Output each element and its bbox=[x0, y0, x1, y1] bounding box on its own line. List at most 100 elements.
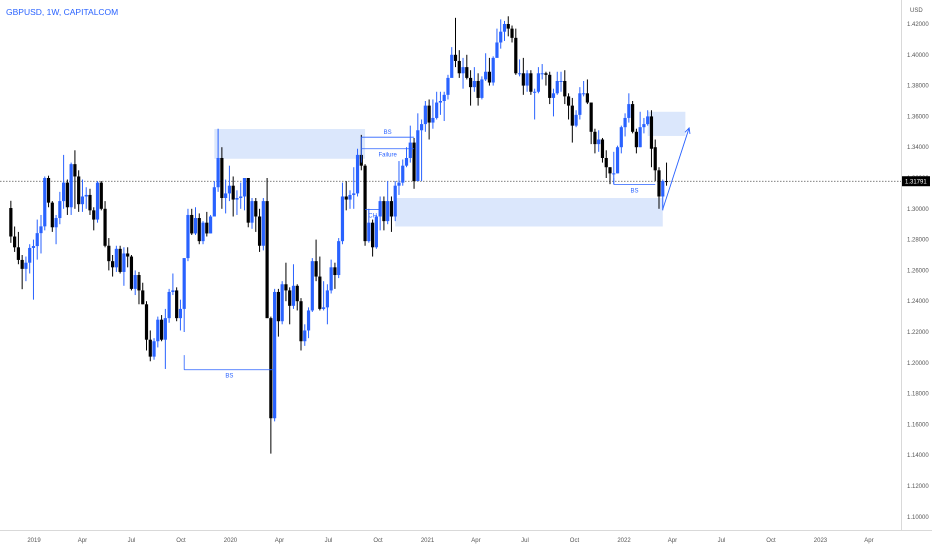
candle bbox=[284, 262, 288, 302]
candle-body bbox=[231, 185, 235, 200]
candle bbox=[638, 111, 642, 148]
candle-body bbox=[205, 222, 209, 234]
candle-body bbox=[615, 147, 620, 174]
candle-body bbox=[159, 319, 164, 340]
candle bbox=[16, 231, 20, 265]
candle-body bbox=[393, 185, 397, 217]
candle-body bbox=[382, 201, 386, 222]
candle bbox=[386, 181, 390, 225]
candle bbox=[397, 161, 401, 195]
candle bbox=[58, 191, 62, 225]
candle bbox=[442, 91, 446, 122]
candle-body bbox=[495, 42, 499, 58]
candle-body bbox=[190, 214, 194, 234]
x-tick-label: Apr bbox=[864, 538, 873, 544]
candle-body bbox=[43, 178, 47, 227]
candle-body bbox=[276, 291, 280, 322]
candle-body bbox=[657, 170, 661, 197]
candle bbox=[80, 179, 85, 212]
x-tick-label: Jul bbox=[521, 538, 529, 544]
chart-title: GBPUSD, 1W, CAPITALCOM bbox=[6, 7, 119, 17]
x-axis[interactable]: 2019 Apr Jul Oct 2020 Apr Jul Oct 2021 Apr Jul Oct 2… bbox=[27, 538, 873, 544]
candle bbox=[416, 113, 420, 182]
candle-body bbox=[239, 196, 243, 199]
candle bbox=[31, 239, 36, 300]
y-tick-label: 1.16000 bbox=[907, 422, 929, 428]
candle-body bbox=[337, 241, 341, 276]
candle-body bbox=[69, 164, 73, 208]
candle bbox=[435, 91, 439, 120]
candle bbox=[220, 147, 224, 209]
x-tick-label: Oct bbox=[176, 538, 186, 544]
x-tick-label: Apr bbox=[275, 538, 284, 544]
candle bbox=[28, 244, 32, 274]
candle bbox=[468, 70, 473, 106]
candle-body bbox=[506, 24, 510, 29]
candle-body bbox=[450, 54, 454, 78]
candle bbox=[578, 87, 582, 120]
candle bbox=[99, 181, 103, 211]
candle-body bbox=[220, 157, 224, 199]
candle bbox=[269, 316, 273, 454]
candle bbox=[88, 188, 92, 215]
candle-body bbox=[604, 157, 608, 168]
candle bbox=[487, 57, 492, 86]
candle-body bbox=[551, 93, 556, 98]
candle-body bbox=[627, 104, 631, 118]
candle-body bbox=[325, 290, 329, 308]
candle bbox=[551, 88, 556, 117]
candle bbox=[465, 54, 469, 80]
candle-body bbox=[612, 173, 616, 175]
candle bbox=[348, 190, 352, 209]
annotations-layer: BS BS Failure CH BS bbox=[183, 126, 691, 380]
candle-body bbox=[28, 247, 32, 263]
x-tick-label: 2022 bbox=[617, 538, 631, 544]
candle-body bbox=[363, 165, 367, 242]
candle-body bbox=[638, 127, 642, 148]
candle-body bbox=[423, 105, 427, 125]
candle bbox=[65, 179, 69, 215]
candle-body bbox=[619, 127, 623, 148]
candle-body bbox=[306, 310, 311, 331]
candle bbox=[291, 264, 296, 309]
candle bbox=[231, 176, 235, 217]
candle bbox=[175, 287, 179, 322]
candle-body bbox=[103, 208, 107, 246]
candle-body bbox=[548, 74, 552, 98]
candle bbox=[631, 101, 635, 134]
candle-body bbox=[254, 201, 258, 217]
candle-body bbox=[16, 247, 20, 260]
candle bbox=[476, 73, 480, 106]
candle bbox=[419, 119, 424, 182]
candle bbox=[9, 200, 13, 243]
candle-body bbox=[642, 124, 646, 128]
x-tick-label: 2023 bbox=[814, 538, 828, 544]
candle-body bbox=[178, 308, 183, 319]
candle bbox=[623, 113, 627, 137]
candle bbox=[340, 182, 345, 245]
candle bbox=[363, 164, 367, 246]
candle-body bbox=[491, 57, 495, 83]
candle-body bbox=[529, 73, 533, 92]
candle bbox=[412, 137, 416, 189]
candle-body bbox=[95, 182, 100, 220]
candle bbox=[152, 338, 156, 360]
candle bbox=[133, 270, 137, 296]
candle-body bbox=[419, 124, 424, 131]
x-tick-label: 2021 bbox=[421, 538, 435, 544]
candle-body bbox=[314, 261, 318, 277]
candle-body bbox=[144, 304, 149, 340]
candle-body bbox=[208, 216, 213, 234]
annotation: BS bbox=[184, 369, 275, 380]
candle-body bbox=[348, 194, 352, 200]
y-tick-label: 1.38000 bbox=[907, 84, 929, 90]
candle-body bbox=[65, 182, 69, 208]
candle-body bbox=[284, 284, 288, 291]
candle bbox=[129, 255, 134, 291]
candle-body bbox=[374, 216, 378, 248]
candle bbox=[310, 258, 314, 312]
x-tick-label: 2019 bbox=[27, 538, 41, 544]
candle bbox=[401, 159, 405, 186]
candle-body bbox=[389, 201, 394, 217]
